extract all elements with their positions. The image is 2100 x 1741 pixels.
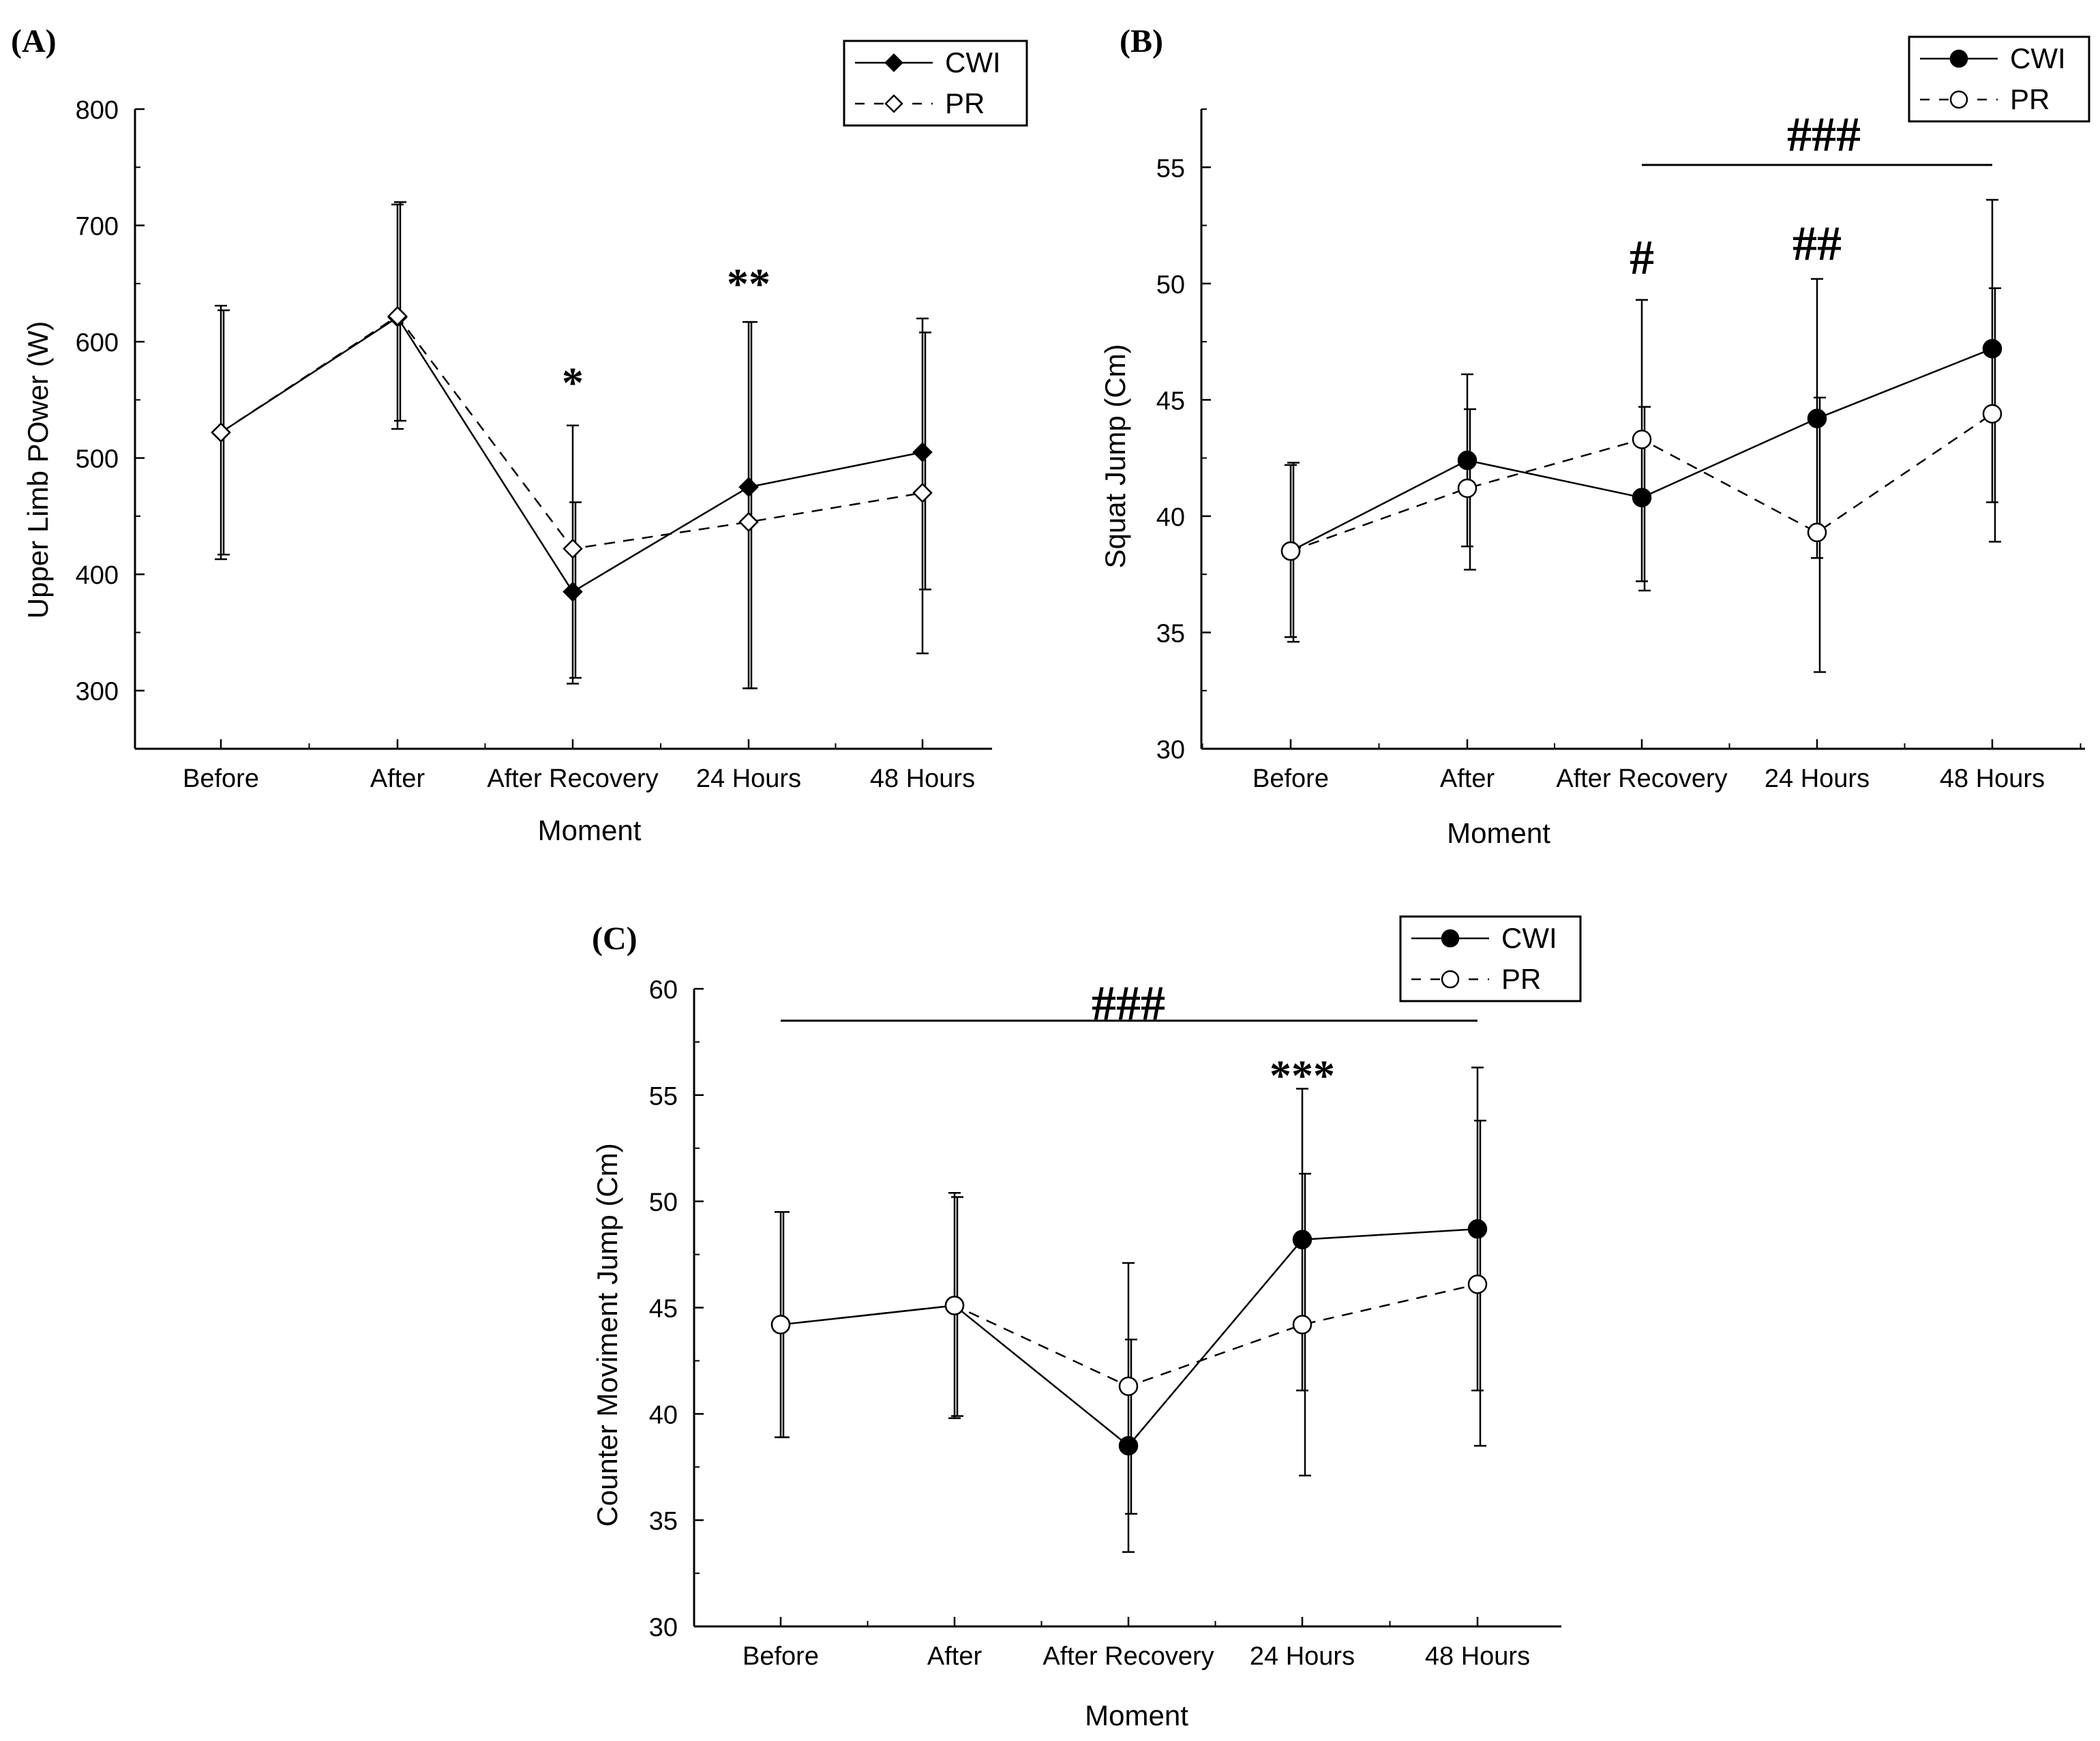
x-tick-label-after-recovery: After Recovery: [1042, 1642, 1214, 1671]
y-tick-label-30: 30: [1156, 736, 1185, 764]
x-tick-label-after: After: [1440, 764, 1495, 793]
y-tick-label-45: 45: [649, 1295, 678, 1324]
y-tick-label-45: 45: [1156, 387, 1185, 415]
cwi-point-48-hours: [1467, 1219, 1488, 1239]
legend-marker-pr: [884, 94, 903, 113]
pr-point-24-hours: [1807, 522, 1827, 543]
significance-mark: **: [727, 259, 770, 308]
pr-point-48-hours: [912, 483, 933, 503]
pr-point-after: [387, 306, 408, 327]
panel-a: (A) 300 400 500 600 700 800 Before After After Re…: [11, 23, 1028, 846]
x-axis-title: Moment: [1085, 1699, 1188, 1731]
y-tick-label-35: 35: [1156, 619, 1185, 648]
pr-point-after: [944, 1296, 965, 1315]
x-tick-label-before: Before: [183, 764, 259, 793]
legend-box: [1399, 915, 1582, 1002]
y-tick-label-55: 55: [1156, 154, 1185, 183]
legend: CWI PR: [843, 40, 1028, 127]
significance-mark: ###: [1092, 976, 1165, 1030]
pr-point-after-recovery: [1632, 430, 1652, 449]
pr-point-24-hours: [1292, 1315, 1312, 1335]
cwi-point-after-recovery: [562, 581, 583, 602]
y-axis-title: Upper Limb POwer (W): [22, 321, 54, 619]
x-tick-label-48-hours: 48 Hours: [1425, 1642, 1530, 1671]
y-tick-label-700: 700: [76, 213, 119, 241]
x-axis-title: Moment: [538, 814, 642, 846]
legend-label-pr: PR: [945, 87, 985, 119]
cwi-point-48-hours: [912, 442, 933, 462]
cwi-point-48-hours: [1982, 339, 2002, 359]
significance-mark: ##: [1792, 216, 1842, 271]
y-tick-label-50: 50: [1156, 271, 1185, 299]
legend-box: [843, 40, 1028, 127]
panel-letter: (B): [1120, 23, 1163, 59]
panel-letter: (A): [11, 23, 57, 59]
x-tick-label-48-hours: 48 Hours: [870, 764, 975, 793]
cwi-point-after-recovery: [1632, 488, 1652, 507]
panel-b: (B) 30 35 40 45 50 55 Before After After Recovery…: [1099, 23, 2090, 849]
x-tick-label-after-recovery: After Recovery: [487, 764, 658, 793]
pr-point-24-hours: [738, 511, 759, 533]
x-tick-label-after: After: [927, 1642, 982, 1671]
y-tick-label-500: 500: [76, 445, 119, 474]
legend-label-pr: PR: [1501, 963, 1541, 995]
cwi-point-after: [1457, 450, 1478, 471]
significance-mark: #: [1630, 230, 1654, 285]
pr-point-before: [211, 422, 231, 443]
pr-point-after-recovery: [1118, 1376, 1139, 1397]
pr-point-after-recovery: [562, 538, 583, 559]
legend-label-cwi: CWI: [945, 46, 1001, 78]
y-tick-label-400: 400: [76, 561, 119, 590]
legend-label-pr: PR: [2010, 83, 2050, 115]
legend-label-cwi: CWI: [2010, 42, 2066, 74]
x-tick-label-before: Before: [742, 1642, 819, 1671]
x-tick-label-before: Before: [1252, 764, 1329, 793]
pr-point-48-hours: [1982, 404, 2002, 424]
pr-series-line: [220, 314, 923, 550]
legend-marker-cwi: [884, 53, 903, 72]
pr-point-after: [1457, 478, 1478, 499]
x-tick-label-after: After: [370, 764, 425, 793]
pr-point-48-hours: [1467, 1274, 1488, 1294]
x-axis-title: Moment: [1447, 817, 1550, 849]
y-axis-title: Counter Moviment Jump (Cm): [591, 1143, 623, 1526]
y-tick-label-50: 50: [649, 1189, 678, 1217]
y-tick-label-30: 30: [649, 1613, 678, 1642]
x-tick-label-after-recovery: After Recovery: [1556, 764, 1727, 793]
cwi-point-24-hours: [738, 477, 759, 498]
x-tick-label-24-hours: 24 Hours: [696, 764, 801, 793]
legend-label-cwi: CWI: [1501, 922, 1557, 954]
x-tick-label-48-hours: 48 Hours: [1940, 764, 2045, 793]
x-tick-label-24-hours: 24 Hours: [1250, 1642, 1355, 1671]
y-tick-label-600: 600: [76, 329, 119, 357]
cwi-point-24-hours: [1292, 1230, 1312, 1250]
cwi-point-after-recovery: [1118, 1435, 1139, 1456]
y-tick-label-800: 800: [76, 96, 119, 125]
legend-marker-pr: [1949, 90, 1968, 109]
y-tick-label-35: 35: [649, 1507, 678, 1536]
y-tick-label-55: 55: [649, 1082, 678, 1111]
legend: CWI PR: [1399, 915, 1582, 1002]
legend-marker-cwi: [1949, 49, 1968, 68]
legend-box: [1908, 35, 2090, 123]
y-tick-label-300: 300: [76, 678, 119, 706]
panel-letter: (C): [592, 921, 638, 957]
y-axis-title: Squat Jump (Cm): [1099, 344, 1131, 568]
y-tick-label-40: 40: [649, 1401, 678, 1429]
legend-marker-cwi: [1441, 929, 1460, 948]
x-tick-label-24-hours: 24 Hours: [1765, 764, 1870, 793]
pr-point-before: [1280, 541, 1301, 561]
legend: CWI PR: [1908, 35, 2090, 123]
significance-mark: *: [562, 358, 584, 406]
y-tick-label-40: 40: [1156, 503, 1185, 532]
legend-marker-pr: [1441, 970, 1460, 989]
cwi-point-24-hours: [1807, 408, 1827, 428]
y-tick-label-60: 60: [649, 976, 678, 1005]
panel-c: (C) 30 35 40 45 50 55 60 Before After After Recove…: [591, 915, 1582, 1731]
significance-mark: ***: [1270, 1051, 1335, 1099]
significance-mark: ###: [1787, 107, 1861, 162]
pr-point-before: [770, 1315, 791, 1335]
